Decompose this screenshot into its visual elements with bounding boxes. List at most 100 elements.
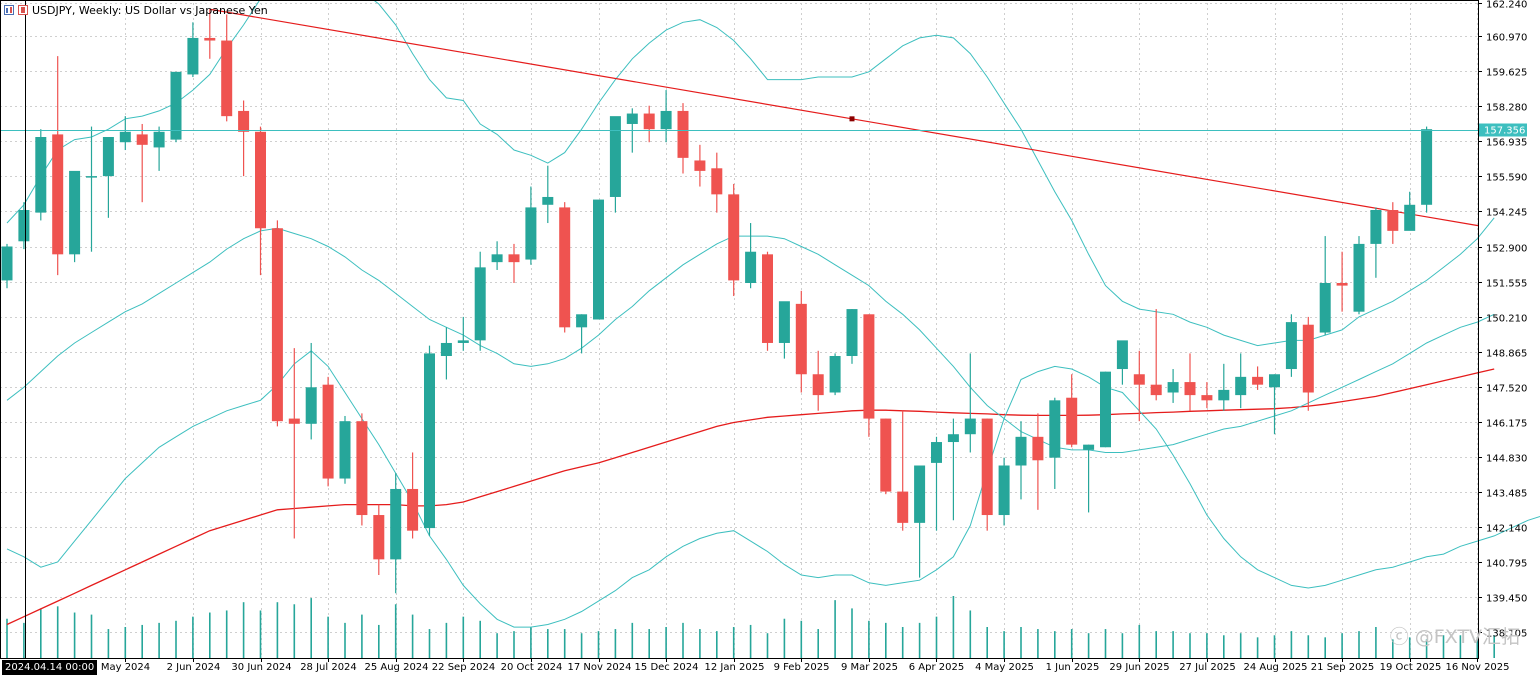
candle-body [880,418,892,492]
volume-bar [1223,635,1225,658]
y-tick-label: 154.245 [1486,208,1527,219]
candle [187,22,199,78]
y-tick-label: 140.795 [1486,559,1527,570]
candle-body [136,134,148,145]
volume-bar [834,600,836,658]
volume-bar [699,629,701,658]
candle [660,90,672,143]
candle-body [711,168,723,195]
x-tick-label: 12 Jan 2025 [705,662,765,673]
candle [356,413,368,526]
volume-bar [614,629,617,658]
volume-bar [1307,635,1310,658]
volume-bar [1003,631,1005,658]
y-tick-label: 159.625 [1486,68,1527,79]
candle [1100,371,1111,448]
candle [643,105,655,143]
volume-bar [563,629,566,658]
candle-body [170,71,182,140]
candle-body [964,418,976,435]
candle [170,71,182,143]
y-tick-label: 162.240 [1486,0,1527,11]
candle-body [1116,340,1128,370]
candle-body [221,40,233,117]
candle [204,9,216,59]
volume-bar [716,631,718,658]
candle [559,202,571,333]
candle [322,376,334,487]
symbol-label: USDJPY, Weekly: [32,3,122,17]
volume-bar [901,627,904,658]
candle [424,345,435,536]
candle [998,457,1010,526]
volume-bar [530,627,532,658]
volume-bar [1442,635,1445,658]
volume-bar [749,624,752,658]
volume-bar [868,620,870,658]
candle-body [474,267,486,341]
candle [609,116,621,213]
candle [795,290,807,393]
candle-body [609,116,621,197]
volume-bar [225,610,228,658]
candle-body [491,254,503,263]
y-tick-label: 160.970 [1486,33,1527,44]
candle [829,353,841,396]
volume-bar [766,633,769,658]
volume-bar [1273,635,1276,658]
volume-bar [192,616,194,658]
volume-bar [986,627,988,658]
candle-body [863,314,875,419]
volume-bar [648,629,650,658]
volume-bar [935,616,938,658]
volume-bar [800,620,803,658]
candle [981,418,993,531]
y-tick-label: 147.520 [1486,384,1527,395]
x-tick-label: 15 Dec 2024 [635,662,699,673]
candle-body [1404,204,1416,231]
candles[interactable] [1,9,1433,594]
y-tick-label: 138.105 [1486,629,1527,640]
candle [1184,353,1196,411]
volume-bar [1476,637,1479,658]
y-tick-label: 143.485 [1486,489,1527,500]
candle [255,126,266,276]
candle [440,327,452,380]
candle [373,504,385,576]
y-tick-label: 144.830 [1486,454,1527,465]
volume-bars [6,596,1495,658]
trendline[interactable] [209,8,1479,227]
volume-bar [327,616,329,658]
volume-bar [783,618,786,658]
volume-bar [1020,627,1022,658]
candle-body [1269,374,1280,388]
candle [1218,363,1230,411]
volume-bar [1037,629,1039,658]
candle [1015,421,1027,500]
volume-bar [1054,631,1056,658]
candle-body [322,384,334,479]
y-tick-label: 142.140 [1486,524,1527,535]
candle-body [35,137,47,213]
candle [964,353,976,453]
volume-bar [1375,627,1377,658]
candle-body [981,418,993,516]
candle-body [812,374,824,396]
volume-bar [141,624,143,658]
bollinger-bands [6,0,1540,628]
candle-body [119,131,131,143]
x-tick-label: 22 Sep 2024 [432,662,495,673]
candle [762,251,773,351]
trendline-line [209,8,1479,227]
volume-bar [175,620,177,658]
x-tick-label: 4 May 2025 [975,662,1034,673]
candle [542,165,554,224]
candle-body [440,342,452,357]
candle-body [1319,283,1331,333]
current-price-line: 157.356 [0,123,1527,137]
candle-body [593,199,604,320]
candle [897,410,909,531]
candle-body [1032,436,1044,461]
